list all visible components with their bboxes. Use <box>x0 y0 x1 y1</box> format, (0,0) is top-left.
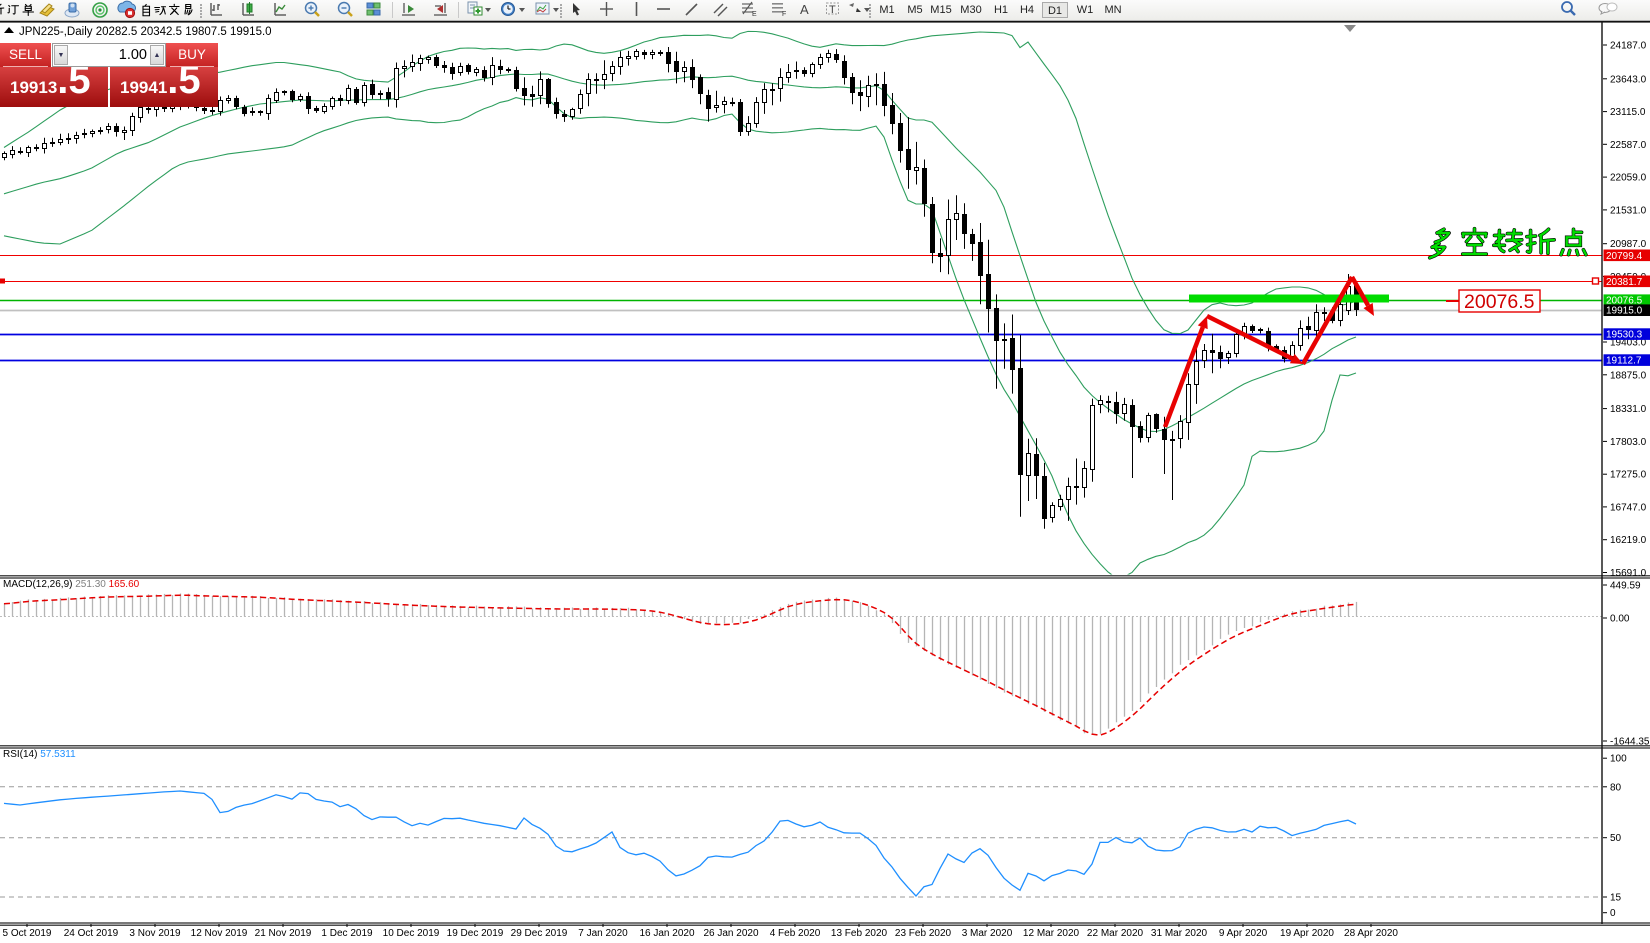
svg-text:22059.0: 22059.0 <box>1610 173 1647 184</box>
svg-text:0: 0 <box>1610 908 1616 919</box>
svg-text:19403.0: 19403.0 <box>1610 338 1647 349</box>
svg-text:19112.7: 19112.7 <box>1606 356 1642 367</box>
svg-text:20987.0: 20987.0 <box>1610 239 1647 250</box>
svg-text:19 Dec 2019: 19 Dec 2019 <box>447 928 504 939</box>
svg-text:449.59: 449.59 <box>1610 581 1641 592</box>
svg-text:23115.0: 23115.0 <box>1610 107 1646 118</box>
svg-text:23 Feb 2020: 23 Feb 2020 <box>895 928 952 939</box>
svg-text:21 Nov 2019: 21 Nov 2019 <box>255 928 312 939</box>
svg-text:4 Feb 2020: 4 Feb 2020 <box>770 928 821 939</box>
svg-text:100: 100 <box>1610 754 1627 765</box>
svg-text:31 Mar 2020: 31 Mar 2020 <box>1151 928 1208 939</box>
svg-text:20076.5: 20076.5 <box>1464 291 1535 313</box>
svg-text:24187.0: 24187.0 <box>1610 41 1647 52</box>
svg-text:22 Mar 2020: 22 Mar 2020 <box>1087 928 1144 939</box>
svg-text:20799.4: 20799.4 <box>1606 251 1643 262</box>
svg-text:12 Nov 2019: 12 Nov 2019 <box>191 928 248 939</box>
svg-text:1 Dec 2019: 1 Dec 2019 <box>321 928 373 939</box>
svg-text:21531.0: 21531.0 <box>1610 205 1647 216</box>
svg-text:-1644.35: -1644.35 <box>1610 737 1650 748</box>
svg-text:20381.7: 20381.7 <box>1606 277 1643 288</box>
svg-text:JPN225-,Daily 20282.5 20342.5: JPN225-,Daily 20282.5 20342.5 19807.5 19… <box>19 26 272 38</box>
svg-text:3 Nov 2019: 3 Nov 2019 <box>129 928 181 939</box>
svg-text:E: E <box>752 11 757 18</box>
svg-text:3 Mar 2020: 3 Mar 2020 <box>962 928 1013 939</box>
svg-text:16219.0: 16219.0 <box>1610 535 1647 546</box>
svg-text:9 Apr 2020: 9 Apr 2020 <box>1219 928 1268 939</box>
svg-text:15: 15 <box>1610 893 1622 904</box>
svg-text:19 Apr 2020: 19 Apr 2020 <box>1280 928 1334 939</box>
svg-text:F: F <box>782 11 786 18</box>
svg-text:RSI(14) 57.5311: RSI(14) 57.5311 <box>3 749 76 760</box>
svg-text:0.00: 0.00 <box>1610 614 1630 625</box>
svg-text:50: 50 <box>1610 833 1622 844</box>
svg-text:MACD(12,26,9) 251.30 165.60: MACD(12,26,9) 251.30 165.60 <box>3 579 140 590</box>
svg-text:15691.0: 15691.0 <box>1610 568 1647 579</box>
svg-text:17803.0: 17803.0 <box>1610 437 1647 448</box>
svg-text:12 Mar 2020: 12 Mar 2020 <box>1023 928 1080 939</box>
svg-text:19915.0: 19915.0 <box>1606 306 1643 317</box>
svg-text:18875.0: 18875.0 <box>1610 370 1647 381</box>
svg-text:22587.0: 22587.0 <box>1610 140 1647 151</box>
svg-text:18331.0: 18331.0 <box>1610 404 1647 415</box>
svg-text:80: 80 <box>1610 782 1622 793</box>
svg-text:23643.0: 23643.0 <box>1610 74 1647 85</box>
svg-text:10 Dec 2019: 10 Dec 2019 <box>383 928 440 939</box>
svg-text:5 Oct 2019: 5 Oct 2019 <box>3 928 52 939</box>
svg-text:19530.3: 19530.3 <box>1606 330 1643 341</box>
svg-text:7 Jan 2020: 7 Jan 2020 <box>578 928 628 939</box>
svg-text:29 Dec 2019: 29 Dec 2019 <box>511 928 568 939</box>
svg-text:13 Feb 2020: 13 Feb 2020 <box>831 928 888 939</box>
svg-text:16747.0: 16747.0 <box>1610 502 1647 513</box>
svg-text:20076.5: 20076.5 <box>1606 296 1643 307</box>
svg-text:24 Oct 2019: 24 Oct 2019 <box>64 928 119 939</box>
svg-text:16 Jan 2020: 16 Jan 2020 <box>639 928 694 939</box>
svg-text:26 Jan 2020: 26 Jan 2020 <box>703 928 758 939</box>
svg-text:28 Apr 2020: 28 Apr 2020 <box>1344 928 1398 939</box>
svg-text:A: A <box>800 2 809 17</box>
svg-text:17275.0: 17275.0 <box>1610 470 1647 481</box>
svg-text:T: T <box>829 4 836 16</box>
